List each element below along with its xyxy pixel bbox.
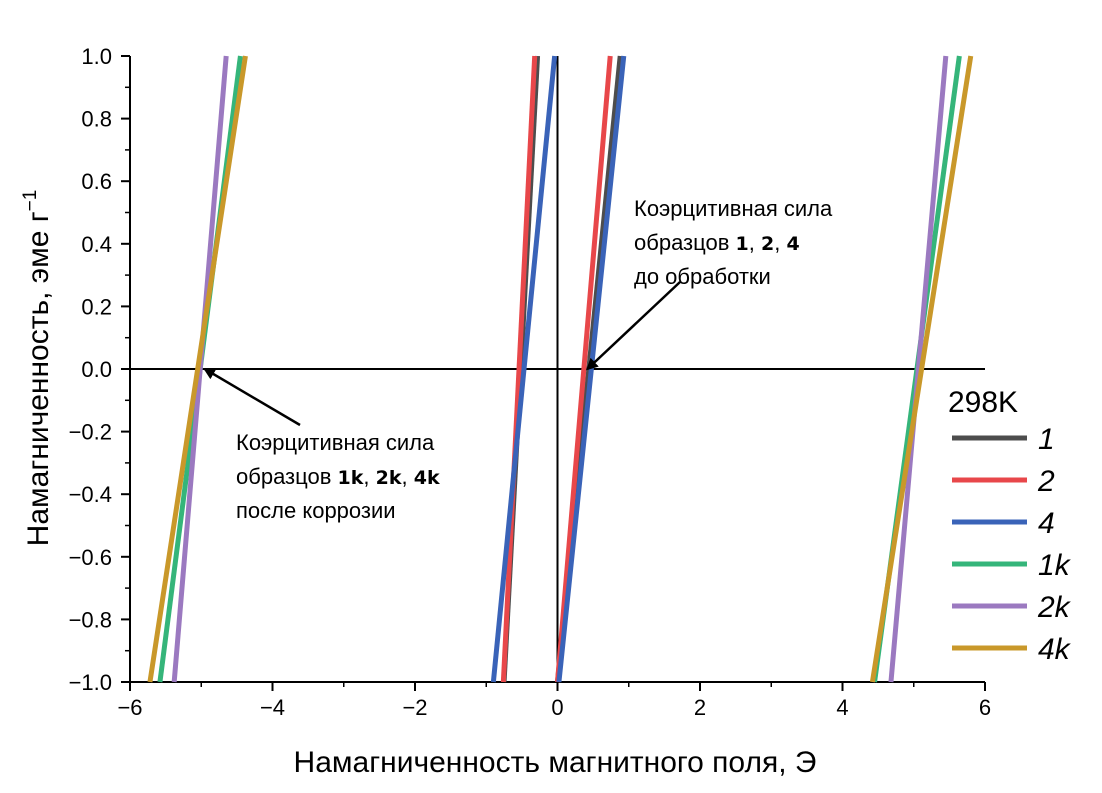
axes: 1.0 0.8 0.6 0.4 0.2 0.0 −0.2 −0.4 −0.6 −0.8 −1.0−6… bbox=[69, 44, 992, 720]
zero-lines bbox=[130, 56, 985, 682]
annotation-text: , bbox=[774, 230, 786, 255]
y-tick-label: −0.6 bbox=[69, 545, 112, 570]
annotation-text: 2k bbox=[376, 467, 402, 489]
annotation-before: Коэрцитивная сила образцов 1, 2, 4 до обра… bbox=[634, 196, 833, 289]
legend-label-4: 4 bbox=[1038, 507, 1055, 540]
annotation-text: 2 bbox=[761, 233, 774, 255]
y-tick-label: 0.6 bbox=[81, 169, 112, 194]
y-axis-title: Намагниченность, эме г−1 bbox=[20, 190, 55, 547]
y-axis-title-superscript: −1 bbox=[20, 190, 41, 212]
legend-label-2k: 2k bbox=[1037, 591, 1072, 624]
y-axis-title-text: Намагниченность, эме г bbox=[22, 211, 55, 546]
annotation-text: образцов bbox=[236, 464, 338, 489]
annotation-text: 4 bbox=[786, 233, 799, 255]
annotation-text: 1k bbox=[338, 467, 364, 489]
y-tick-label: −1.0 bbox=[69, 670, 112, 695]
x-tick-label: 2 bbox=[694, 695, 706, 720]
annotation-text: , bbox=[363, 464, 375, 489]
x-tick-label: −4 bbox=[260, 695, 285, 720]
legend-label-1k: 1k bbox=[1038, 549, 1072, 582]
legend-label-4k: 4k bbox=[1038, 633, 1072, 666]
series-2k-line bbox=[888, 55, 949, 683]
series-4k-line bbox=[869, 55, 974, 683]
annotation-text: 4k bbox=[414, 467, 440, 489]
x-tick-label: 6 bbox=[979, 695, 991, 720]
legend-label-1: 1 bbox=[1038, 423, 1055, 456]
series-lines bbox=[147, 55, 974, 683]
x-tick-label: 4 bbox=[836, 695, 848, 720]
annotation-text: до обработки bbox=[634, 264, 771, 289]
series-4k-line bbox=[147, 55, 248, 683]
series-4-line bbox=[490, 55, 558, 683]
annotation-text: образцов bbox=[634, 230, 736, 255]
y-tick-label: 0.8 bbox=[81, 107, 112, 132]
annotation-text: Коэрцитивная сила bbox=[634, 196, 833, 221]
legend: 298K 1 2 4 1k 2k 4k bbox=[948, 386, 1072, 666]
series-2-line bbox=[555, 55, 613, 683]
y-tick-label: 0.0 bbox=[81, 357, 112, 382]
y-tick-label: −0.4 bbox=[69, 482, 112, 507]
y-tick-label: 0.4 bbox=[81, 232, 112, 257]
annotation-text: 1 bbox=[736, 233, 749, 255]
annotation-arrow-before bbox=[585, 281, 681, 371]
axis-titles: Намагниченность магнитного поля, Э Намаг… bbox=[20, 190, 816, 779]
x-tick-label: −6 bbox=[117, 695, 142, 720]
y-tick-label: −0.2 bbox=[69, 420, 112, 445]
x-tick-label: −2 bbox=[402, 695, 427, 720]
annotations: Коэрцитивная сила образцов 1, 2, 4 до обра… bbox=[203, 196, 833, 523]
annotation-text: после коррозии bbox=[236, 498, 396, 523]
annotation-text: Коэрцитивная сила bbox=[236, 430, 435, 455]
legend-label-2: 2 bbox=[1037, 465, 1055, 498]
x-tick-label: 0 bbox=[551, 695, 563, 720]
legend-title: 298K bbox=[948, 386, 1018, 419]
annotation-text: , bbox=[749, 230, 761, 255]
annotation-text: , bbox=[402, 464, 414, 489]
x-axis-title: Намагниченность магнитного поля, Э bbox=[294, 746, 817, 779]
annotation-after: Коэрцитивная сила образцов 1k, 2k, 4k посл… bbox=[236, 430, 440, 523]
series-2-line bbox=[500, 55, 538, 683]
y-tick-label: 1.0 bbox=[81, 44, 112, 69]
y-tick-label: 0.2 bbox=[81, 294, 112, 319]
annotation-arrow-after bbox=[203, 367, 301, 427]
y-tick-label: −0.8 bbox=[69, 607, 112, 632]
